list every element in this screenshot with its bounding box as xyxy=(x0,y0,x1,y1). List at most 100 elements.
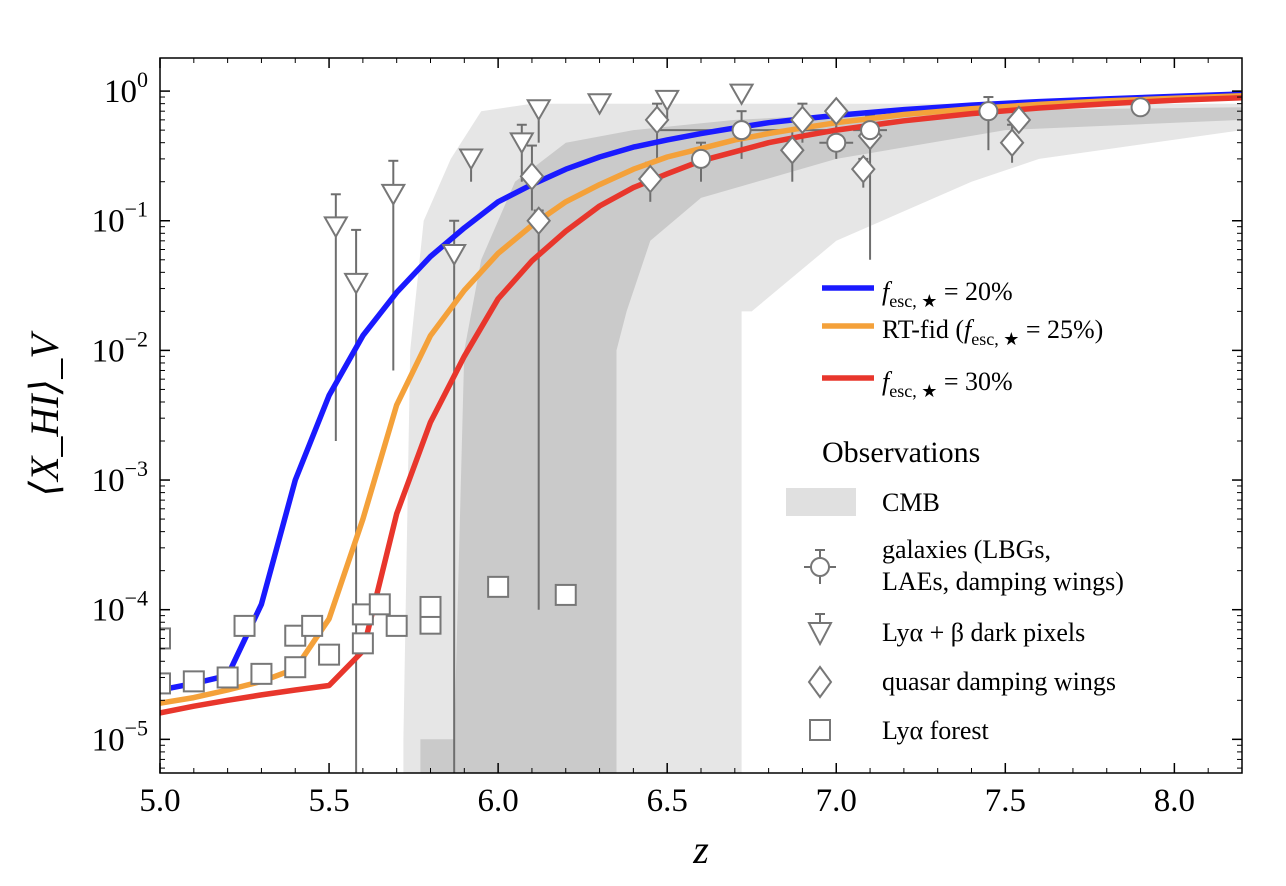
legend-label-galaxies-1: galaxies (LBGs, xyxy=(882,535,1051,564)
dark-pixel-marker-8 xyxy=(654,89,680,113)
y-tick-label-5: 100 xyxy=(104,67,148,110)
x-tick-label-1: 5.5 xyxy=(308,783,349,819)
galaxy-marker-2 xyxy=(826,132,847,153)
legend-label-symbol: f xyxy=(882,277,893,306)
y-tick-exponent: −3 xyxy=(125,456,148,481)
legend-label-forest: Lyα forest xyxy=(882,716,990,745)
cmb-band-2 xyxy=(420,739,455,773)
quasar-marker-10 xyxy=(1006,105,1032,135)
observation-markers xyxy=(160,83,1151,695)
dark-pixel-marker-2 xyxy=(380,183,407,207)
lya-forest-marker-16 xyxy=(487,575,510,598)
x-tick-label-2: 6.0 xyxy=(478,783,519,819)
x-tick-label-5: 7.5 xyxy=(985,783,1026,819)
lya-forest-marker-5 xyxy=(233,614,256,637)
series-line-0 xyxy=(160,91,1242,693)
galaxy-marker-4 xyxy=(978,101,999,122)
y-tick-exponent: −2 xyxy=(125,326,148,351)
quasar-marker-5 xyxy=(790,105,815,135)
x-tick-label-3: 6.5 xyxy=(647,783,688,819)
y-tick-base: 10 xyxy=(92,333,125,369)
dark-pixel-marker-9 xyxy=(728,83,755,106)
dark-pixel-marker-5 xyxy=(509,132,535,155)
galaxy-marker-1 xyxy=(731,120,752,141)
lya-forest-marker-6 xyxy=(284,656,307,679)
x-tick-label-4: 7.0 xyxy=(816,783,857,819)
lya-forest-marker-4 xyxy=(250,662,273,685)
legend-label-galaxies-2: LAEs, damping wings) xyxy=(882,567,1124,596)
legend: fesc, ★ = 20%RT-fid (fesc, ★ = 25%)fesc,… xyxy=(786,277,1124,745)
y-tick-base: 10 xyxy=(92,593,125,629)
lya-forest-marker-9 xyxy=(318,643,341,666)
axes: 5.0 5.5 6.0 6.5 7.0 7.5 8.010−510−410−310−210−… xyxy=(22,57,1243,872)
legend-label-0: fesc, ★ = 20% xyxy=(882,277,1013,311)
dark-pixel-marker-4 xyxy=(458,148,484,171)
legend-label-2: fesc, ★ = 30% xyxy=(882,367,1013,401)
dark-pixel-marker-7 xyxy=(586,93,613,116)
y-tick-base: 10 xyxy=(92,204,125,240)
x-tick-label-6: 8.0 xyxy=(1154,783,1195,819)
y-tick-exponent: −5 xyxy=(125,715,148,740)
legend-label-quasar: quasar damping wings xyxy=(882,667,1116,696)
y-axis-label: ⟨X_HI⟩_V xyxy=(22,330,67,497)
legend-label-dark-pixels: Lyα + β dark pixels xyxy=(882,618,1085,647)
quasar-marker-2 xyxy=(637,164,663,194)
legend-forest-marker xyxy=(809,719,831,741)
lya-forest-marker-12 xyxy=(368,593,391,616)
model-curves xyxy=(160,91,1242,716)
dark-pixel-marker-6 xyxy=(525,99,552,122)
y-tick-label-0: 10−5 xyxy=(92,715,148,758)
y-tick-label-2: 10−3 xyxy=(92,456,148,499)
dark-pixel-marker-1 xyxy=(343,272,369,296)
legend-title: Observations xyxy=(822,436,980,469)
lya-forest-marker-1 xyxy=(160,672,171,695)
lya-forest-marker-2 xyxy=(182,670,205,693)
lya-forest-marker-3 xyxy=(216,666,239,689)
y-tick-exponent: −1 xyxy=(125,197,148,222)
legend-swatch-cmb xyxy=(786,488,856,516)
quasar-marker-4 xyxy=(779,135,805,165)
y-tick-label-3: 10−2 xyxy=(92,326,148,369)
y-tick-exponent: 0 xyxy=(137,67,148,92)
dark-pixel-marker-3 xyxy=(441,244,467,267)
legend-dark-pixel-marker xyxy=(807,622,833,647)
legend-label-symbol: f xyxy=(882,367,893,396)
quasar-marker-9 xyxy=(999,128,1025,158)
x-tick-label-0: 5.0 xyxy=(139,783,180,819)
y-tick-base: 10 xyxy=(92,463,125,499)
y-tick-label-1: 10−4 xyxy=(92,586,148,629)
lya-forest-marker-10 xyxy=(351,632,374,655)
quasar-marker-0 xyxy=(519,161,545,191)
dark-pixel-marker-0 xyxy=(323,216,349,239)
quasar-marker-6 xyxy=(823,96,849,126)
galaxy-marker-5 xyxy=(1130,97,1151,118)
series-line-2 xyxy=(160,94,1242,716)
quasar-marker-3 xyxy=(644,105,670,135)
quasar-marker-1 xyxy=(526,206,552,236)
legend-label-value: = 20% xyxy=(937,277,1012,306)
lya-forest-marker-13 xyxy=(385,614,408,637)
legend-quasar-marker xyxy=(807,665,833,699)
lya-forest-marker-8 xyxy=(301,614,324,637)
legend-label-1: RT-fid (fesc, ★ = 25%) xyxy=(882,315,1103,349)
legend-label-subscript: esc, ★ xyxy=(889,381,937,401)
y-tick-base: 10 xyxy=(104,74,137,110)
y-tick-base: 10 xyxy=(92,722,125,758)
lya-forest-marker-15 xyxy=(419,595,442,618)
galaxy-marker-3 xyxy=(860,120,881,141)
legend-label-value: = 30% xyxy=(937,367,1012,396)
lya-forest-marker-17 xyxy=(554,583,577,606)
legend-galaxy-marker xyxy=(810,557,830,577)
legend-label-subscript: esc, ★ xyxy=(971,329,1019,349)
y-tick-exponent: −4 xyxy=(125,586,148,611)
legend-label-symbol: f xyxy=(964,315,975,344)
galaxy-marker-0 xyxy=(691,148,711,169)
y-tick-label-4: 10−1 xyxy=(92,197,148,240)
legend-label-prefix: RT-fid ( xyxy=(882,315,964,344)
legend-label-cmb: CMB xyxy=(882,488,940,517)
quasar-marker-7 xyxy=(850,154,876,184)
x-axis-label: z xyxy=(692,827,709,872)
series-line-1 xyxy=(160,93,1242,706)
legend-label-value: = 25%) xyxy=(1019,315,1103,344)
